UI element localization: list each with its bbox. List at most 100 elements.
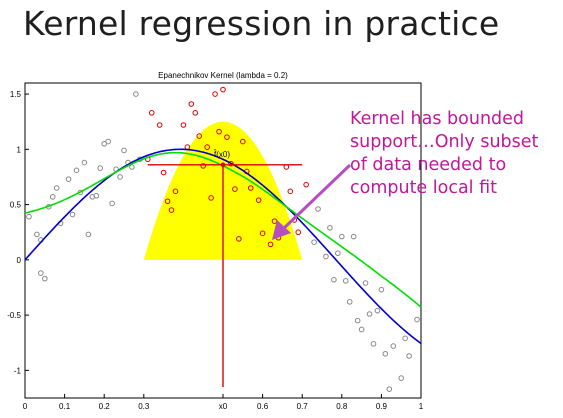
data-point-outside	[342, 278, 349, 284]
data-point-in-window	[196, 133, 203, 139]
data-point-in-window	[180, 122, 187, 128]
data-point-outside	[339, 233, 345, 240]
x-tick-label: 0.8	[336, 402, 348, 411]
true-function-curve	[24, 148, 422, 345]
data-point-outside	[34, 231, 40, 238]
data-point-in-window	[200, 163, 206, 169]
data-point-outside	[362, 280, 369, 286]
data-point-in-window	[267, 241, 274, 248]
fx0-point	[220, 162, 226, 168]
annotation-line: Kernel has bounded	[350, 109, 525, 129]
data-point-outside	[97, 165, 104, 171]
data-point-outside	[374, 307, 381, 314]
x-tick-label: 1	[419, 402, 424, 411]
data-point-in-window	[255, 197, 262, 203]
data-point-outside	[335, 250, 341, 257]
x-tick-label: 0.3	[138, 402, 150, 411]
annotation-line: of data needed to	[350, 155, 507, 175]
data-point-outside	[346, 299, 353, 305]
data-point-in-window	[220, 86, 226, 93]
data-point-outside	[85, 231, 92, 238]
data-point-outside	[38, 270, 44, 276]
data-point-outside	[402, 335, 408, 342]
chart-title: Epanechnikov Kernel (lambda = 0.2)	[158, 71, 288, 80]
data-point-in-window	[295, 229, 302, 236]
data-point-outside	[26, 213, 32, 220]
data-point-in-window	[216, 128, 222, 135]
data-point-outside	[311, 239, 317, 245]
data-point-outside	[386, 386, 393, 392]
data-point-in-window	[172, 188, 179, 195]
data-point-in-window	[224, 134, 230, 140]
annotation-callout: Kernel has bounded support…Only subset o…	[350, 108, 560, 200]
x-tick-label: 0.1	[59, 402, 71, 411]
data-point-outside	[49, 194, 56, 200]
fx0-label: f̂(x0)	[213, 150, 230, 159]
data-point-outside	[109, 200, 115, 207]
data-point-outside	[331, 276, 337, 283]
data-point-in-window	[204, 144, 210, 150]
data-point-in-window	[208, 195, 214, 201]
data-point-in-window	[236, 236, 242, 242]
data-point-in-window	[192, 110, 199, 116]
data-point-in-window	[160, 169, 167, 176]
slide-title: Kernel regression in practice	[23, 4, 500, 43]
data-point-outside	[370, 341, 377, 347]
data-point-outside	[390, 343, 397, 349]
data-point-outside	[323, 253, 329, 260]
data-point-outside	[73, 167, 80, 174]
y-tick-label: 0.5	[10, 201, 22, 210]
data-point-outside	[53, 185, 60, 191]
y-tick-label: 0	[17, 256, 22, 265]
y-tick-label: -1	[14, 366, 22, 375]
annotation-arrow	[272, 163, 352, 240]
data-point-outside	[366, 311, 373, 317]
local-fit-markers	[147, 162, 303, 387]
x-tick-label: 0.6	[257, 402, 269, 411]
y-tick-label: 1.5	[10, 90, 22, 99]
data-point-outside	[382, 350, 389, 357]
arrow-shaft	[280, 163, 352, 232]
data-point-in-window	[168, 207, 175, 213]
data-point-in-window	[228, 160, 234, 167]
x-tick-label: x0	[219, 402, 228, 411]
x-tick-label: 0.7	[297, 402, 309, 411]
arrow-head	[272, 220, 291, 240]
data-point-outside	[350, 233, 357, 240]
data-point-outside	[69, 211, 76, 218]
data-point-outside	[117, 174, 123, 180]
data-point-in-window	[247, 185, 254, 191]
data-point-outside	[327, 224, 333, 231]
x-tick-label: 0.2	[99, 402, 111, 411]
data-point-outside	[133, 91, 139, 97]
y-tick-label: -0.5	[7, 311, 21, 320]
data-point-outside	[81, 159, 88, 166]
data-point-in-window	[240, 138, 246, 145]
data-point-outside	[315, 206, 321, 212]
annotation-line: support…Only subset	[350, 132, 539, 152]
data-point-outside	[378, 286, 385, 293]
data-point-in-window	[188, 101, 195, 107]
x-tick-label: 0	[23, 402, 28, 411]
data-point-in-window	[164, 198, 171, 205]
data-point-in-window	[148, 110, 155, 116]
data-point-outside	[406, 353, 412, 359]
data-point-outside	[398, 375, 405, 381]
data-point-outside	[93, 192, 100, 199]
data-point-in-window	[212, 91, 218, 97]
y-tick-label: 1	[17, 145, 22, 154]
data-point-in-window	[287, 188, 294, 195]
data-point-outside	[121, 147, 127, 154]
data-point-outside	[354, 317, 361, 324]
data-point-in-window	[156, 122, 163, 128]
data-point-outside	[42, 275, 48, 282]
data-point-in-window	[232, 186, 238, 192]
annotation-line: compute local fit	[350, 178, 497, 198]
data-point-in-window	[259, 230, 266, 237]
data-point-outside	[105, 138, 111, 145]
axis-ticks: 0 0.1 0.2 0.3 x0 0.6 0.7 0.8 0.9 1 -1 -0.5 0 0.5 1 1.5	[7, 90, 424, 411]
x-tick-label: 0.9	[376, 402, 388, 411]
data-point-outside	[414, 316, 420, 323]
data-point-outside	[358, 326, 365, 333]
